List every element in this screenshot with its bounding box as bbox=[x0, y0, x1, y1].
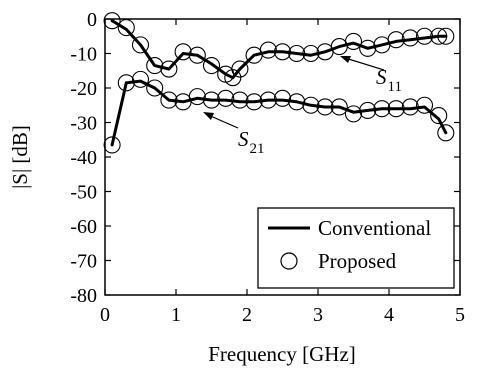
series-3-point bbox=[415, 96, 434, 114]
series-3-point bbox=[188, 88, 206, 106]
y-tick-label: -40 bbox=[70, 147, 97, 169]
x-tick-label: 1 bbox=[171, 304, 181, 326]
series-1-point bbox=[415, 27, 434, 45]
series-line-2 bbox=[110, 79, 448, 147]
plot-series bbox=[103, 12, 455, 154]
x-tick-label: 2 bbox=[242, 304, 252, 326]
y-tick-label: -10 bbox=[70, 44, 97, 66]
series-1-point bbox=[387, 31, 405, 49]
series-1-point bbox=[131, 36, 150, 54]
tick-labels: 0 1 2 3 4 5 0 -10 -20 -30 -40 -50 -60 -70 -80 bbox=[70, 9, 465, 326]
y-tick-label: -30 bbox=[70, 113, 97, 135]
series-3-point bbox=[430, 107, 448, 125]
x-tick-label: 4 bbox=[384, 304, 394, 326]
series-3-point bbox=[231, 91, 249, 109]
legend: Conventional Proposed bbox=[257, 207, 455, 289]
x-axis-label: Frequency [GHz] bbox=[208, 342, 356, 366]
series-1-point bbox=[273, 43, 292, 61]
series-3-point bbox=[359, 101, 377, 119]
y-tick-label: -80 bbox=[70, 285, 97, 307]
series-1-point bbox=[202, 57, 221, 75]
annotation-label: S11 bbox=[376, 65, 402, 95]
series-3-point bbox=[202, 91, 221, 109]
legend-label-proposed: Proposed bbox=[318, 249, 397, 273]
annotation-label: S21 bbox=[238, 127, 265, 157]
series-3-point bbox=[288, 93, 306, 111]
series-1-point bbox=[430, 27, 448, 45]
series-3-point bbox=[330, 98, 348, 116]
series-3-point bbox=[316, 98, 334, 116]
series-3-point bbox=[245, 93, 263, 111]
series-1-point bbox=[401, 29, 419, 47]
series-3-point bbox=[387, 100, 405, 118]
annotation-arrowhead-s11 bbox=[340, 56, 351, 63]
y-tick-label: -70 bbox=[70, 251, 97, 273]
series-1-point bbox=[188, 46, 206, 64]
legend-box bbox=[257, 207, 455, 289]
y-tick-label: -20 bbox=[70, 78, 97, 100]
series-3-point bbox=[373, 100, 391, 118]
series-3-point bbox=[344, 105, 363, 123]
series-3-point bbox=[117, 74, 135, 92]
y-tick-label: -60 bbox=[70, 216, 97, 238]
series-1-point bbox=[288, 44, 306, 63]
series-3-point bbox=[146, 79, 164, 97]
series-3-point bbox=[131, 70, 150, 88]
y-tick-label: 0 bbox=[87, 9, 97, 31]
series-1-point bbox=[174, 43, 192, 61]
series-1-point bbox=[259, 41, 277, 59]
y-axis-label: |S| [dB] bbox=[8, 125, 32, 189]
series-3-point bbox=[103, 136, 121, 154]
series-1-point bbox=[231, 60, 249, 78]
series-3-point bbox=[217, 89, 235, 107]
series-3-point bbox=[302, 96, 320, 114]
y-tick-label: -50 bbox=[70, 182, 97, 204]
series-1-point bbox=[437, 27, 455, 45]
x-tick-label: 0 bbox=[100, 304, 110, 326]
x-tick-label: 3 bbox=[313, 304, 323, 326]
legend-circle-swatch bbox=[280, 252, 298, 270]
series-3-point bbox=[437, 124, 455, 142]
series-line-0 bbox=[110, 19, 448, 80]
series-3-point bbox=[401, 98, 419, 116]
series-3-point bbox=[160, 91, 178, 109]
x-tick-label: 5 bbox=[455, 304, 465, 326]
series-1-point bbox=[302, 44, 320, 63]
annotation-arrowhead-s21 bbox=[203, 112, 214, 120]
series-1-point bbox=[146, 57, 164, 75]
series-1-point bbox=[359, 39, 377, 57]
series-1-point bbox=[344, 32, 363, 50]
annotations: S11 S21 bbox=[203, 56, 402, 157]
series-1-point bbox=[103, 12, 121, 30]
legend-label-conventional: Conventional bbox=[318, 216, 431, 240]
series-3-point bbox=[273, 89, 292, 107]
plot-frame bbox=[104, 18, 461, 296]
series-1-point bbox=[160, 60, 178, 78]
series-1-point bbox=[224, 69, 242, 87]
series-3-point bbox=[259, 91, 277, 109]
